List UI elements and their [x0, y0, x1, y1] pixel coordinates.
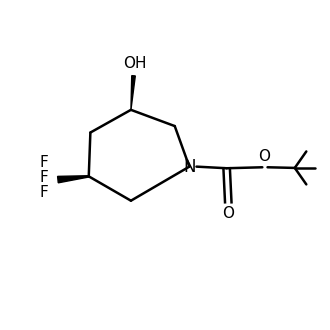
Text: OH: OH	[123, 56, 147, 71]
Polygon shape	[131, 76, 135, 110]
Text: F: F	[40, 170, 49, 184]
Text: F: F	[40, 155, 49, 170]
Polygon shape	[58, 176, 89, 183]
Text: F: F	[40, 185, 49, 200]
Text: O: O	[258, 149, 270, 164]
Text: N: N	[183, 158, 196, 176]
Text: O: O	[222, 206, 234, 221]
